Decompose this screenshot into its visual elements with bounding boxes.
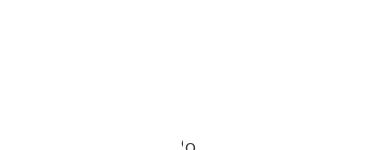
Text: O: O: [184, 139, 195, 150]
Text: N: N: [184, 141, 194, 150]
Text: O: O: [184, 142, 195, 150]
Text: Cl: Cl: [180, 138, 193, 150]
